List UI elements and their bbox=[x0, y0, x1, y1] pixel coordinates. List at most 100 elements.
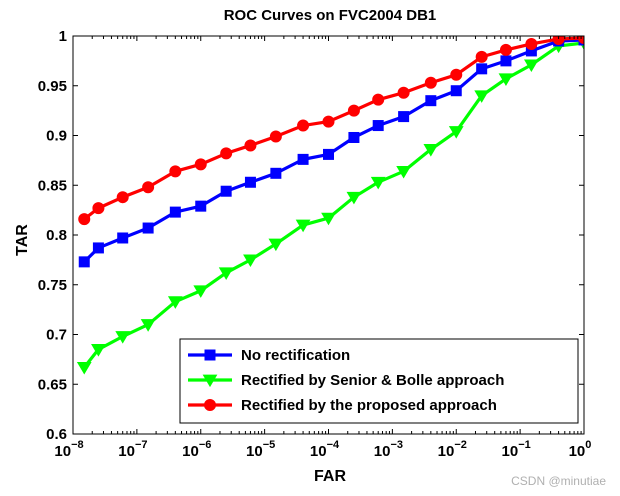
legend-marker bbox=[204, 399, 216, 411]
x-tick-base: 10 bbox=[118, 443, 135, 460]
data-point-circle bbox=[424, 76, 437, 89]
data-point-circle bbox=[220, 147, 233, 160]
x-tick-base: 10 bbox=[502, 443, 519, 460]
x-tick-base: 10 bbox=[374, 443, 391, 460]
data-point-triangle-down bbox=[218, 267, 234, 280]
y-tick-label: 0.65 bbox=[38, 376, 67, 393]
x-tick-exponent: −4 bbox=[327, 439, 340, 451]
x-tick-base: 10 bbox=[54, 443, 71, 460]
chart-title: ROC Curves on FVC2004 DB1 bbox=[224, 7, 437, 24]
data-point-triangle-down bbox=[193, 285, 209, 298]
data-point-circle bbox=[475, 50, 488, 63]
data-point-triangle-down bbox=[140, 319, 156, 332]
x-axis-label: FAR bbox=[314, 468, 346, 485]
x-tick-base: 10 bbox=[182, 443, 199, 460]
data-point-square bbox=[398, 111, 410, 123]
data-point-circle bbox=[499, 43, 512, 56]
data-point-circle bbox=[269, 130, 282, 143]
data-point-circle bbox=[244, 139, 257, 152]
x-tick-label: 10−2 bbox=[438, 439, 467, 460]
x-tick-base: 10 bbox=[246, 443, 263, 460]
data-point-circle bbox=[116, 191, 129, 204]
legend-box bbox=[179, 338, 579, 424]
x-tick-label: 10−8 bbox=[54, 439, 83, 460]
data-point-triangle-down bbox=[448, 126, 464, 139]
watermark: CSDN @minutiae bbox=[511, 474, 606, 488]
data-point-circle bbox=[92, 202, 105, 215]
y-tick-label: 0.6 bbox=[46, 426, 67, 443]
data-point-triangle-down bbox=[167, 296, 183, 309]
x-tick-exponent: −6 bbox=[199, 439, 212, 451]
data-point-square bbox=[372, 120, 384, 132]
data-point-square bbox=[142, 222, 154, 234]
data-point-triangle-down bbox=[396, 165, 411, 179]
data-point-circle bbox=[169, 165, 182, 178]
data-point-triangle-down bbox=[474, 90, 490, 103]
data-point-triangle-down bbox=[115, 331, 131, 344]
y-tick-label: 0.7 bbox=[46, 327, 67, 344]
data-point-triangle-down bbox=[321, 212, 336, 226]
x-tick-exponent: 0 bbox=[585, 439, 591, 451]
data-point-circle bbox=[194, 158, 207, 171]
y-tick-label: 0.85 bbox=[38, 177, 67, 194]
data-point-circle bbox=[142, 181, 155, 194]
data-point-triangle-down bbox=[498, 73, 514, 86]
legend-label: Rectified by Senior & Bolle approach bbox=[241, 372, 504, 389]
series-layer bbox=[76, 36, 584, 375]
x-tick-label: 10−3 bbox=[374, 439, 403, 460]
data-point-triangle-down bbox=[295, 219, 311, 233]
data-point-circle bbox=[552, 36, 565, 45]
y-tick-label: 0.95 bbox=[38, 78, 67, 95]
data-point-square bbox=[500, 55, 512, 67]
x-tick-label: 100 bbox=[569, 439, 592, 460]
data-point-square bbox=[78, 256, 90, 268]
legend-marker bbox=[202, 374, 218, 388]
x-tick-exponent: −8 bbox=[71, 439, 84, 451]
x-tick-exponent: −1 bbox=[518, 439, 531, 451]
x-tick-base: 10 bbox=[569, 443, 586, 460]
x-tick-exponent: −5 bbox=[263, 439, 276, 451]
y-tick-label: 0.9 bbox=[46, 128, 67, 145]
data-point-circle bbox=[347, 104, 360, 117]
y-tick-label: 0.75 bbox=[38, 277, 67, 294]
data-point-circle bbox=[322, 115, 335, 128]
data-point-square bbox=[117, 232, 129, 244]
data-point-square bbox=[450, 85, 462, 97]
x-tick-exponent: −2 bbox=[454, 439, 467, 451]
data-point-circle bbox=[372, 93, 385, 106]
data-point-triangle-down bbox=[346, 191, 362, 205]
legend-marker bbox=[204, 349, 216, 361]
data-point-square bbox=[195, 200, 207, 212]
series-group bbox=[76, 36, 584, 375]
data-point-square bbox=[169, 206, 181, 218]
y-axis-label: TAR bbox=[14, 224, 31, 256]
legend: No rectification Rectified by Senior & Bo… bbox=[179, 338, 579, 424]
data-point-square bbox=[297, 153, 309, 165]
data-point-square bbox=[244, 176, 256, 188]
data-point-triangle-down bbox=[76, 361, 92, 375]
x-tick-label: 10−4 bbox=[310, 439, 340, 460]
data-point-circle bbox=[78, 213, 91, 226]
data-point-square bbox=[476, 63, 488, 75]
data-point-square bbox=[425, 95, 437, 107]
x-tick-base: 10 bbox=[438, 443, 455, 460]
data-point-circle bbox=[450, 68, 463, 81]
data-point-triangle-down bbox=[370, 176, 386, 190]
x-tick-base: 10 bbox=[310, 443, 327, 460]
y-tick-label: 0.8 bbox=[46, 227, 67, 244]
data-point-square bbox=[220, 185, 232, 197]
legend-label: No rectification bbox=[241, 347, 350, 364]
x-tick-exponent: −3 bbox=[390, 439, 403, 451]
data-point-circle bbox=[297, 119, 310, 132]
legend-label: Rectified by the proposed approach bbox=[241, 397, 497, 414]
x-tick-label: 10−7 bbox=[118, 439, 147, 460]
data-point-triangle-down bbox=[523, 59, 539, 73]
x-tick-label: 10−5 bbox=[246, 439, 275, 460]
data-point-square bbox=[348, 131, 360, 143]
data-point-triangle-down bbox=[423, 144, 439, 157]
data-point-circle bbox=[525, 37, 538, 50]
x-tick-label: 10−1 bbox=[502, 439, 531, 460]
data-point-square bbox=[270, 167, 282, 179]
